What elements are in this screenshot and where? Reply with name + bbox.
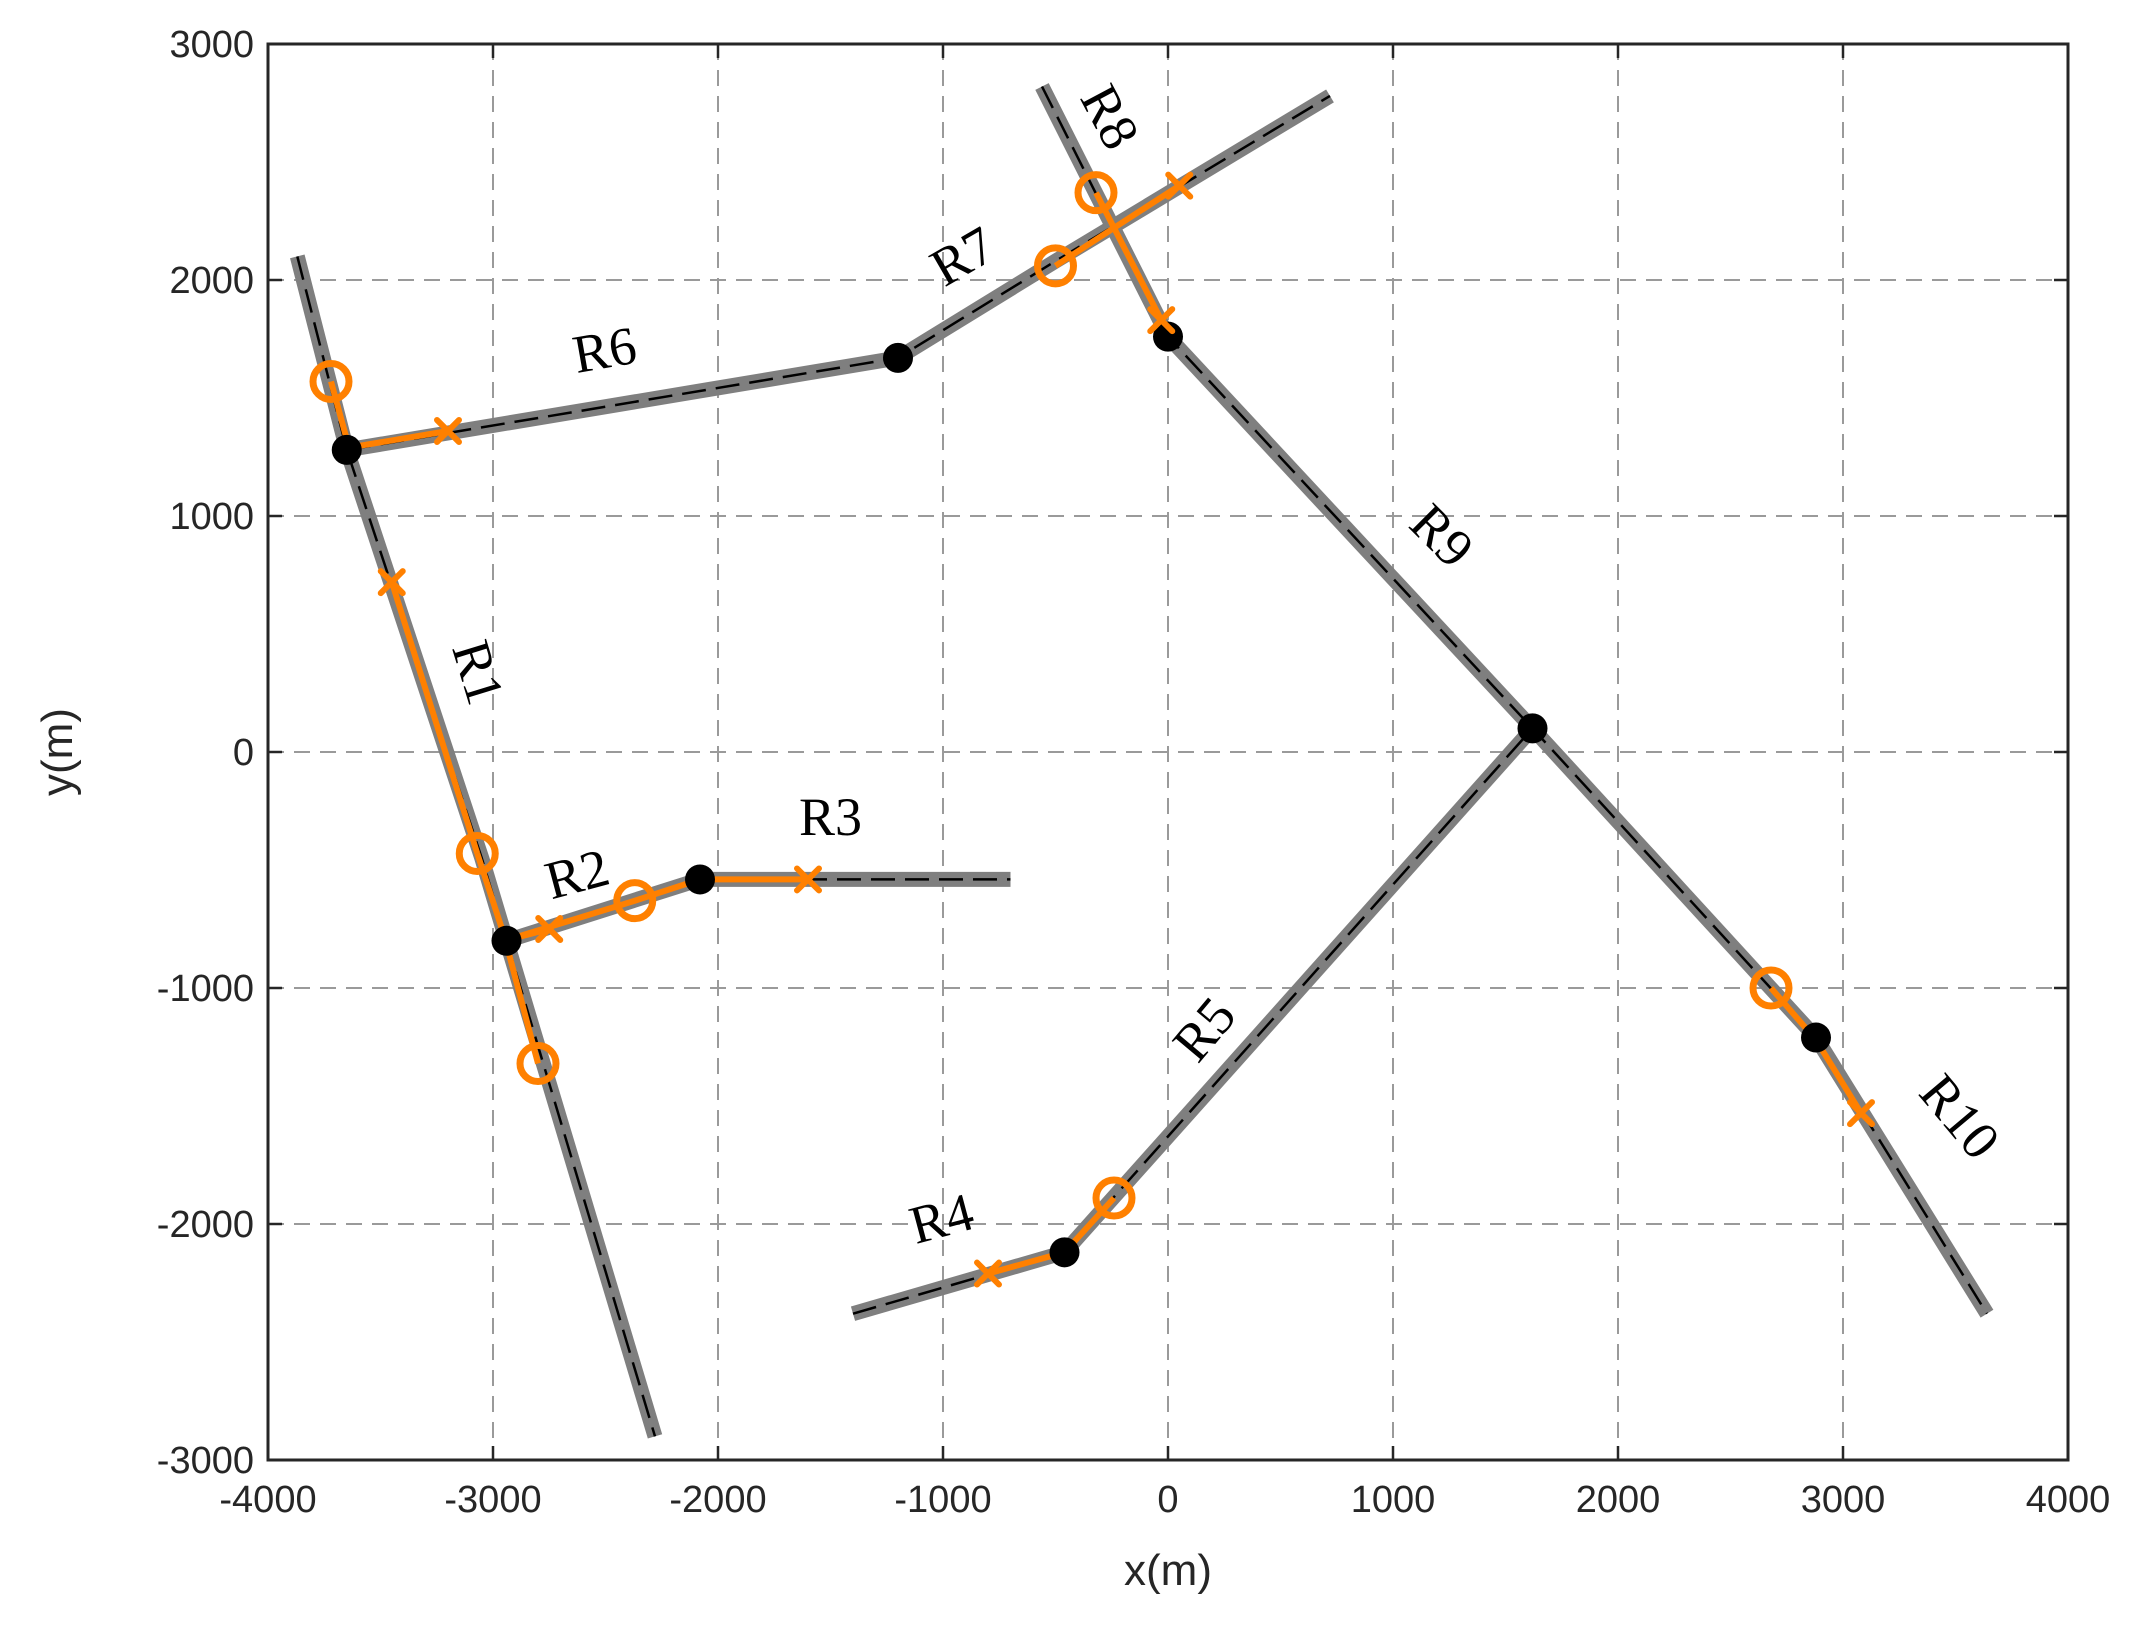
axis-ticks: [266, 42, 2070, 1462]
intersection-node-7: [1049, 1237, 1080, 1268]
road-centerline-2: [506, 878, 1011, 942]
y-tick-label-5: 2000: [169, 260, 254, 302]
x-tick-label-5: 1000: [1351, 1479, 1436, 1521]
circle-marker-2: [455, 831, 499, 875]
x-tick-label-1: -3000: [444, 1479, 541, 1521]
circle-marker-7: [1074, 171, 1118, 215]
intersection-node-4: [883, 342, 913, 373]
cross-marker-8: [1847, 1099, 1875, 1128]
vehicle-path-6: [1053, 183, 1181, 269]
circle-marker-3: [516, 1042, 560, 1086]
grid-lines: [268, 44, 2068, 1460]
circle-marker-1: [309, 359, 353, 403]
road-centerline-4: [346, 94, 1331, 452]
y-tick-label-0: -3000: [157, 1440, 254, 1482]
x-tick-label-3: -1000: [894, 1479, 991, 1521]
y-tick-label-6: 3000: [169, 24, 254, 66]
x-tick-label-0: -4000: [219, 1479, 316, 1521]
intersection-node-5: [1153, 321, 1183, 352]
y-tick-label-3: 0: [233, 732, 254, 774]
vehicle-path-7: [1093, 191, 1164, 322]
y-axis-label: y(m): [33, 708, 82, 796]
x-tick-label-7: 3000: [1801, 1479, 1886, 1521]
cross-marker-6: [1165, 171, 1194, 200]
tick-labels: -4000 -3000 -2000 -1000 0 1000 2000 3000 4000-30…: [157, 24, 2110, 1521]
circle-marker-4: [613, 879, 657, 923]
cross-marker-7: [1147, 306, 1176, 335]
cross-marker-1: [434, 417, 462, 446]
y-tick-label-4: 1000: [169, 496, 254, 538]
intersection-node-8: [1801, 1022, 1831, 1053]
circle-marker-6: [1034, 244, 1077, 288]
circle-marker-5: [1092, 1176, 1136, 1220]
cross-marker-3: [535, 915, 564, 943]
x-tick-label-6: 2000: [1576, 1479, 1661, 1521]
intersection-node-3: [685, 864, 715, 895]
road-label-r3: R3: [799, 787, 862, 847]
y-tick-label-2: -1000: [157, 968, 254, 1010]
x-axis-label: x(m): [1124, 1546, 1212, 1595]
x-tick-label-8: 4000: [2026, 1479, 2111, 1521]
intersection-node-6: [1517, 713, 1548, 744]
cross-marker-5: [974, 1259, 1002, 1288]
road-label-r6: R6: [568, 315, 640, 385]
x-tick-label-2: -2000: [669, 1479, 766, 1521]
markers-layer: [309, 171, 1875, 1288]
intersection-node-1: [331, 434, 362, 465]
circle-marker-8: [1749, 966, 1793, 1010]
vehicle-path-2: [388, 581, 481, 855]
x-tick-label-4: 0: [1157, 1479, 1178, 1521]
y-tick-label-1: -2000: [157, 1204, 254, 1246]
paths-layer: [328, 183, 1864, 1277]
cross-marker-2: [377, 568, 406, 597]
cross-marker-4: [794, 865, 822, 894]
intersection-node-2: [491, 925, 522, 956]
